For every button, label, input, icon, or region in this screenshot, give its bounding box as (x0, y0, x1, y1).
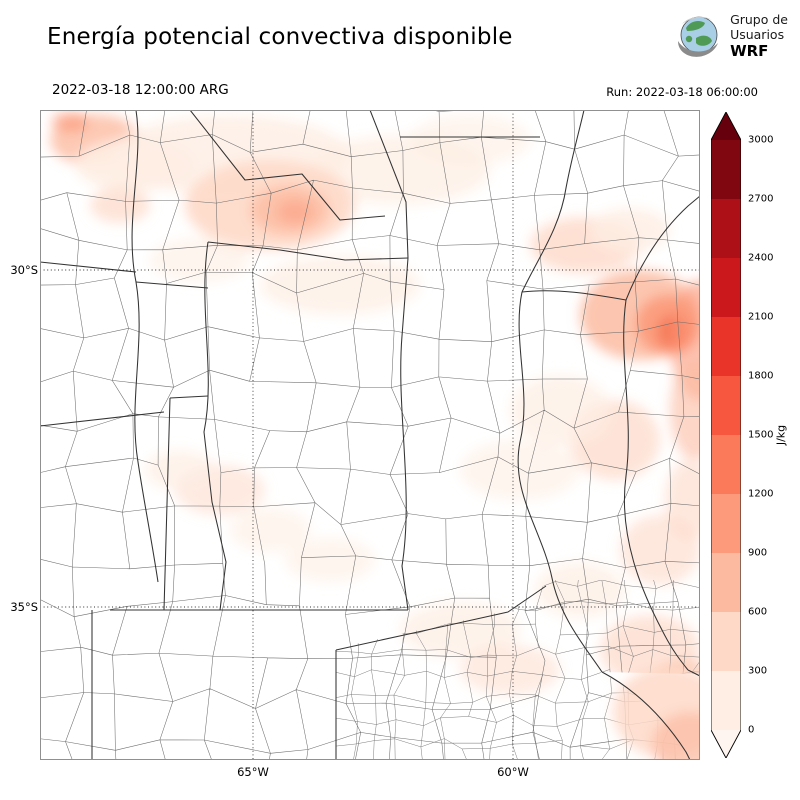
logo-text-line2: Usuarios (730, 27, 785, 42)
lat-tick-label-30s: 30°S (10, 263, 38, 277)
map-frame (40, 110, 700, 760)
colorbar-tick-label: 2700 (748, 193, 774, 205)
map-svg (18, 89, 731, 800)
colorbar-tick-label: 3000 (748, 134, 774, 146)
colorbar-tick-label: 2100 (748, 311, 774, 323)
colorbar-tick-label: 300 (748, 665, 768, 677)
earth-globe-icon (678, 16, 719, 57)
lon-tick-label-60w: 60°W (497, 765, 529, 779)
colorbar-segment (711, 612, 741, 671)
colorbar-segment (711, 376, 741, 435)
cape-shading (50, 112, 730, 720)
valid-time-label: 2022-03-18 12:00:00 ARG (52, 82, 229, 98)
colorbar-arrow-under (711, 730, 741, 758)
colorbar-tick-label: 600 (748, 606, 768, 618)
colorbar-segment (711, 258, 741, 317)
graticule-gridlines (40, 110, 700, 760)
colorbar-tick-label: 2400 (748, 252, 774, 264)
colorbar-tick-label: 1500 (748, 429, 774, 441)
colorbar-tick-label: 0 (748, 724, 755, 736)
colorbar-segment (711, 553, 741, 612)
colorbar-segment (711, 494, 741, 553)
colorbar-segment (711, 317, 741, 376)
lon-tick-label-65w: 65°W (237, 765, 269, 779)
logo-text: Grupo de Usuarios WRF (730, 12, 788, 60)
colorbar-unit-label: J/kg (774, 424, 788, 446)
logo-text-line1: Grupo de (730, 12, 788, 27)
run-time-label: Run: 2022-03-18 06:00:00 (606, 85, 758, 99)
cape-map (18, 89, 731, 800)
colorbar-tick-label: 1800 (748, 370, 774, 382)
colorbar (711, 112, 741, 758)
province-boundaries (39, 109, 701, 761)
page-title: Energía potencial convectiva disponible (47, 24, 513, 50)
colorbar-segment (711, 199, 741, 258)
colorbar-segment (711, 671, 741, 730)
wrf-logo: Grupo de Usuarios WRF (672, 10, 788, 62)
colorbar-segment (711, 140, 741, 199)
colorbar-tick-label: 900 (748, 547, 768, 559)
colorbar-tick-label: 1200 (748, 488, 774, 500)
colorbar-arrow-over (711, 112, 741, 140)
colorbar-segment (711, 435, 741, 494)
logo-text-wrf: WRF (730, 42, 769, 60)
lat-tick-label-35s: 35°S (10, 600, 38, 614)
